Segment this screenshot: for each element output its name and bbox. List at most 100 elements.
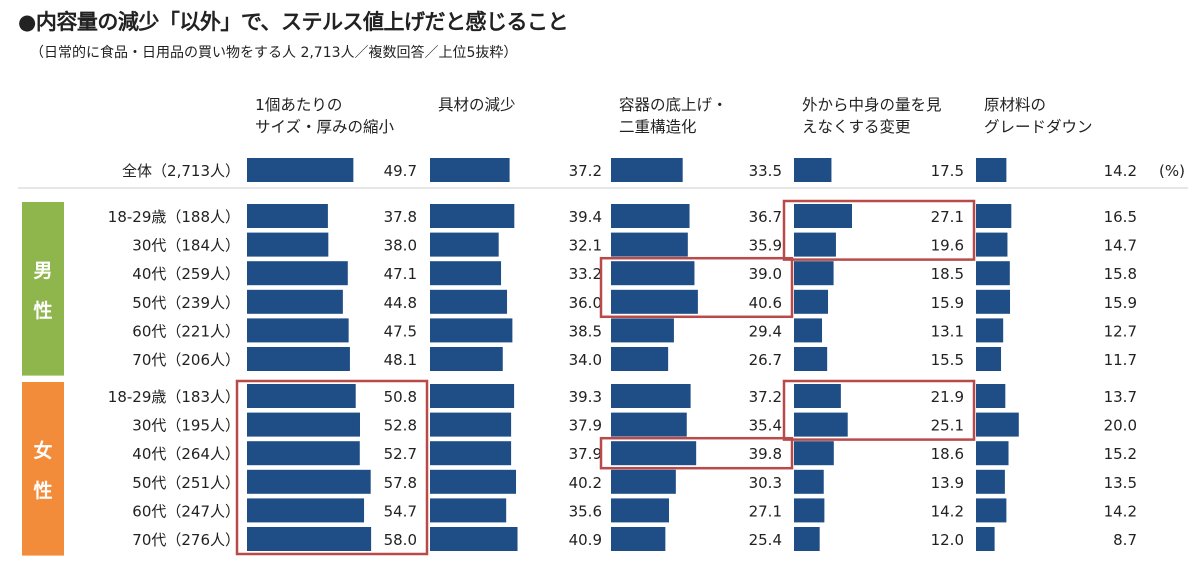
bar [794, 232, 836, 257]
bar [611, 204, 690, 228]
bar [976, 261, 1010, 286]
bar [611, 261, 695, 286]
value-label: 25.1 [931, 417, 964, 435]
bar [430, 527, 518, 551]
value-label: 17.5 [931, 162, 964, 180]
bar [247, 261, 348, 286]
group-label: 性 [33, 479, 52, 502]
row-label: 50代（239人） [132, 294, 240, 312]
bar [976, 318, 1004, 343]
bar [430, 347, 503, 371]
bar [611, 318, 674, 343]
bar [611, 347, 669, 371]
bar [247, 527, 372, 551]
bar [976, 232, 1008, 257]
bar [430, 469, 517, 494]
column-header: 具材の減少 [438, 96, 516, 114]
value-label: 40.6 [749, 294, 782, 312]
bar [430, 261, 502, 286]
value-label: 20.0 [1104, 417, 1137, 435]
column-header: グレードダウン [984, 118, 1093, 136]
bar [247, 158, 354, 182]
column-header: サイズ・厚みの縮小 [255, 118, 395, 136]
bar [794, 289, 829, 314]
value-label: 47.1 [384, 265, 417, 283]
chart-title: ●内容量の減少「以外」で、ステルス値上げだと感じること [18, 10, 568, 34]
bar [247, 318, 349, 343]
value-label: 39.4 [569, 208, 602, 226]
bar [430, 232, 499, 257]
value-label: 21.9 [931, 388, 964, 406]
value-label: 37.9 [569, 417, 602, 435]
value-label: 49.7 [384, 162, 417, 180]
value-label: 39.8 [749, 445, 782, 463]
value-label: 27.1 [931, 208, 964, 226]
bar [247, 384, 356, 408]
bar [430, 204, 515, 228]
row-label: 70代（206人） [132, 351, 240, 369]
value-label: 15.2 [1104, 445, 1137, 463]
bar [611, 412, 687, 437]
row-label: 18-29歳（183人） [108, 388, 240, 406]
bar [976, 469, 1005, 494]
value-label: 33.5 [749, 162, 782, 180]
bar [430, 158, 510, 182]
bar [794, 347, 828, 371]
value-label: 54.7 [384, 502, 417, 520]
value-label: 39.3 [569, 388, 602, 406]
bar [976, 498, 1007, 523]
bar [611, 289, 698, 314]
value-label: 19.6 [931, 237, 964, 255]
value-label: 12.0 [931, 531, 964, 549]
bar [794, 441, 834, 466]
bar [430, 441, 512, 466]
value-label: 14.2 [1104, 502, 1137, 520]
bar [430, 384, 515, 408]
bar [247, 347, 350, 371]
bar [611, 441, 697, 466]
highlight-box [599, 436, 794, 470]
value-label: 58.0 [384, 531, 417, 549]
bar [794, 384, 841, 408]
highlight-box [782, 199, 976, 261]
value-label: 37.2 [749, 388, 782, 406]
value-label: 52.8 [384, 417, 417, 435]
value-label: 15.5 [931, 351, 964, 369]
bar [611, 498, 669, 523]
bar [611, 527, 666, 551]
bar [430, 498, 507, 523]
unit-label: (%) [1159, 162, 1185, 180]
value-label: 35.6 [569, 502, 602, 520]
value-label: 37.2 [569, 162, 602, 180]
value-label: 14.2 [1104, 162, 1137, 180]
row-label: 40代（264人） [132, 445, 240, 463]
value-label: 12.7 [1104, 322, 1137, 340]
value-label: 14.2 [931, 502, 964, 520]
value-label: 39.0 [749, 265, 782, 283]
value-label: 14.7 [1104, 237, 1137, 255]
column-header: 容器の底上げ・ [619, 96, 728, 114]
bar [611, 158, 683, 182]
column-header: 外から中身の量を見 [802, 96, 942, 114]
bar [611, 232, 688, 257]
bar [247, 441, 360, 466]
row-label: 70代（276人） [132, 531, 240, 549]
group-label: 女 [33, 439, 52, 462]
bar [794, 527, 820, 551]
row-label: 50代（251人） [132, 474, 240, 492]
value-label: 52.7 [384, 445, 417, 463]
value-label: 35.4 [749, 417, 782, 435]
value-label: 57.8 [384, 474, 417, 492]
bar [611, 469, 676, 494]
value-label: 15.8 [1104, 265, 1137, 283]
column-header: えなくする変更 [802, 118, 911, 136]
row-label: 18-29歳（188人） [108, 208, 240, 226]
bar [430, 318, 513, 343]
bar [247, 289, 343, 314]
value-label: 27.1 [749, 502, 782, 520]
bar [794, 261, 834, 286]
bar [247, 498, 365, 523]
column-header: 原材料の [984, 96, 1046, 114]
value-label: 26.7 [749, 351, 782, 369]
bar [430, 289, 508, 314]
